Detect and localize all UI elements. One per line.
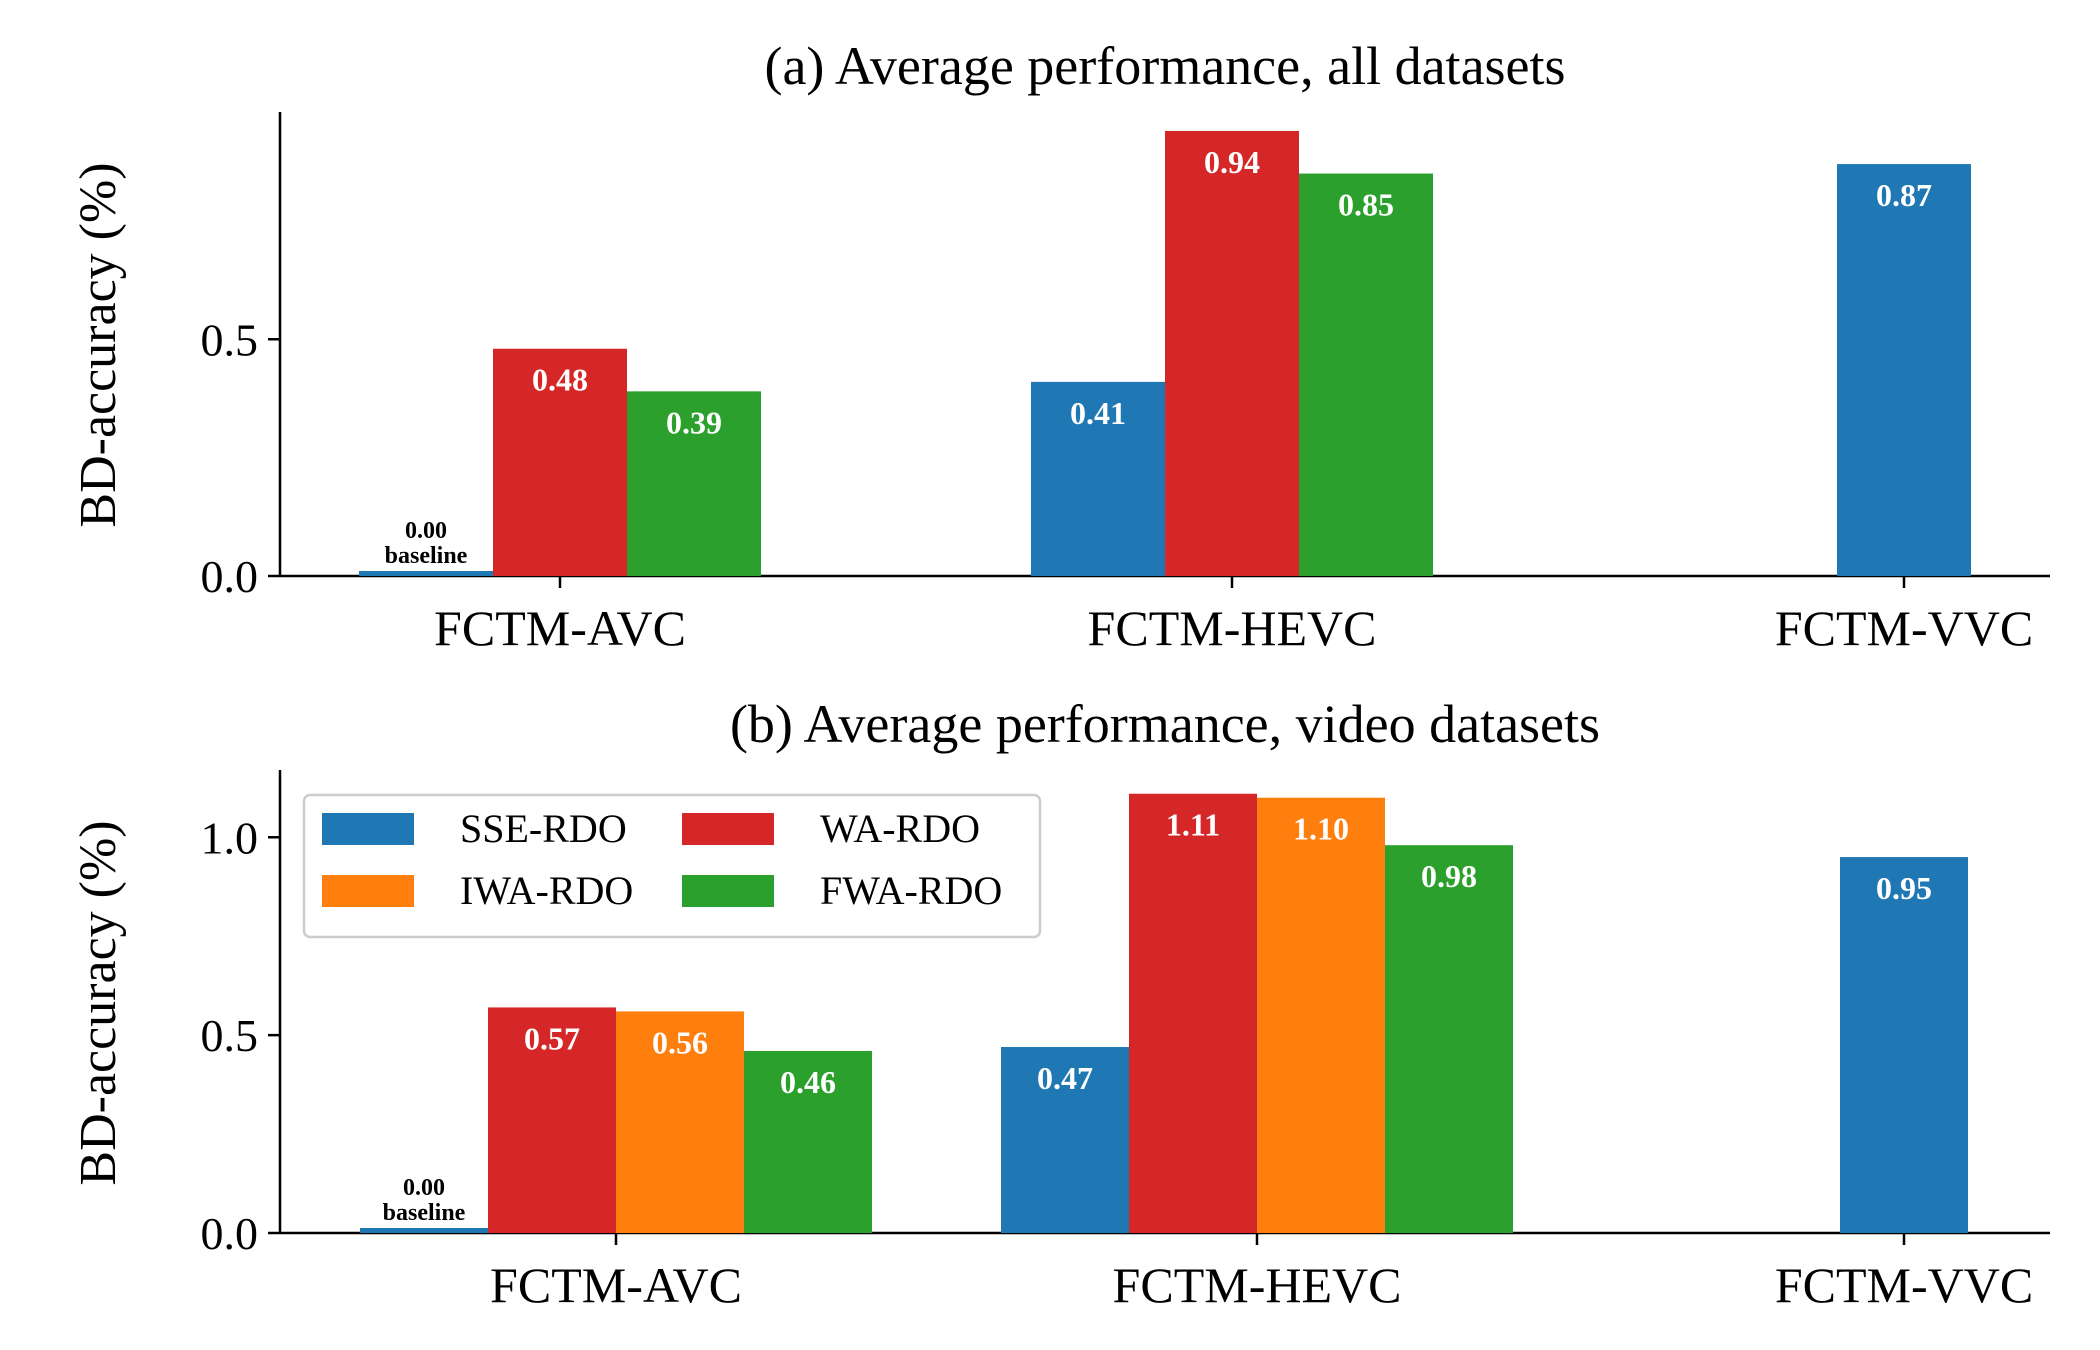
data-label: 0.85 bbox=[1338, 187, 1394, 223]
y-tick-label: 0.5 bbox=[201, 1010, 259, 1061]
bar-wa-rdo-fctm-avc bbox=[488, 1007, 616, 1233]
chart-title-b: (b) Average performance, video datasets bbox=[730, 694, 1600, 754]
x-tick-label-fctm-avc: FCTM-AVC bbox=[490, 1257, 742, 1313]
y-tick-label: 0.5 bbox=[201, 314, 259, 365]
x-tick-label-fctm-vvc: FCTM-VVC bbox=[1775, 1257, 2033, 1313]
data-label: 0.41 bbox=[1070, 395, 1126, 431]
y-tick-label: 0.0 bbox=[201, 1208, 259, 1259]
bar-wa-rdo-fctm-avc bbox=[493, 348, 627, 576]
data-label: 1.11 bbox=[1166, 807, 1220, 843]
bar-fwa-rdo-fctm-avc bbox=[627, 391, 761, 576]
baseline-label: baseline bbox=[385, 543, 468, 569]
legend-label-fwa-rdo: FWA-RDO bbox=[820, 868, 1002, 913]
bar-sse-rdo-fctm-hevc bbox=[1001, 1047, 1129, 1233]
bar-fwa-rdo-fctm-hevc bbox=[1385, 845, 1513, 1233]
data-label: 0.47 bbox=[1037, 1060, 1093, 1096]
y-tick-label: 0.0 bbox=[201, 551, 259, 602]
legend-label-iwa-rdo: IWA-RDO bbox=[460, 868, 633, 913]
legend-swatch-wa-rdo bbox=[682, 813, 774, 845]
data-label: 0.95 bbox=[1876, 870, 1932, 906]
legend-label-sse-rdo: SSE-RDO bbox=[460, 806, 627, 851]
data-label: 0.46 bbox=[780, 1064, 836, 1100]
data-label: 0.48 bbox=[532, 362, 588, 398]
bar-fwa-rdo-fctm-hevc bbox=[1299, 173, 1433, 576]
data-label: 0.00 bbox=[403, 1175, 445, 1201]
data-label: 0.00 bbox=[405, 518, 447, 544]
data-label: 0.56 bbox=[652, 1024, 708, 1060]
data-label: 0.57 bbox=[524, 1020, 580, 1056]
bar-wa-rdo-fctm-hevc bbox=[1129, 793, 1257, 1233]
bar-sse-rdo-fctm-vvc bbox=[1840, 857, 1968, 1233]
data-label: 0.94 bbox=[1204, 144, 1260, 180]
bar-sse-rdo-fctm-avc bbox=[359, 571, 493, 576]
chart-panel-a: (a) Average performance, all datasets BD… bbox=[70, 36, 2050, 656]
bar-iwa-rdo-fctm-avc bbox=[616, 1011, 744, 1233]
chart-panel-b: (b) Average performance, video datasets … bbox=[70, 694, 2050, 1313]
bar-wa-rdo-fctm-hevc bbox=[1165, 130, 1299, 576]
legend-frame bbox=[302, 793, 1042, 939]
bar-sse-rdo-fctm-avc bbox=[360, 1228, 488, 1233]
bar-sse-rdo-fctm-vvc bbox=[1837, 164, 1971, 576]
legend: SSE-RDO IWA-RDO WA-RDO FWA-RDO bbox=[302, 793, 1042, 939]
x-tick-label-fctm-vvc: FCTM-VVC bbox=[1775, 600, 2033, 656]
legend-swatch-fwa-rdo bbox=[682, 875, 774, 907]
data-label: 0.39 bbox=[666, 404, 722, 440]
legend-label-wa-rdo: WA-RDO bbox=[820, 806, 980, 851]
data-label: 0.87 bbox=[1876, 177, 1932, 213]
chart-title-a: (a) Average performance, all datasets bbox=[764, 36, 1565, 96]
legend-swatch-sse-rdo bbox=[322, 813, 414, 845]
legend-swatch-iwa-rdo bbox=[322, 875, 414, 907]
y-axis-label-b: BD-accuracy (%) bbox=[70, 820, 127, 1185]
x-tick-label-fctm-avc: FCTM-AVC bbox=[434, 600, 686, 656]
x-tick-label-fctm-hevc: FCTM-HEVC bbox=[1088, 600, 1377, 656]
baseline-label: baseline bbox=[383, 1200, 466, 1226]
bar-iwa-rdo-fctm-hevc bbox=[1257, 797, 1385, 1233]
y-tick-label: 1.0 bbox=[201, 812, 259, 863]
bar-fwa-rdo-fctm-avc bbox=[744, 1050, 872, 1233]
y-axis-label-a: BD-accuracy (%) bbox=[70, 162, 127, 527]
bar-sse-rdo-fctm-hevc bbox=[1031, 381, 1165, 576]
x-tick-label-fctm-hevc: FCTM-HEVC bbox=[1113, 1257, 1402, 1313]
data-label: 0.98 bbox=[1421, 858, 1477, 894]
data-label: 1.10 bbox=[1293, 811, 1349, 847]
